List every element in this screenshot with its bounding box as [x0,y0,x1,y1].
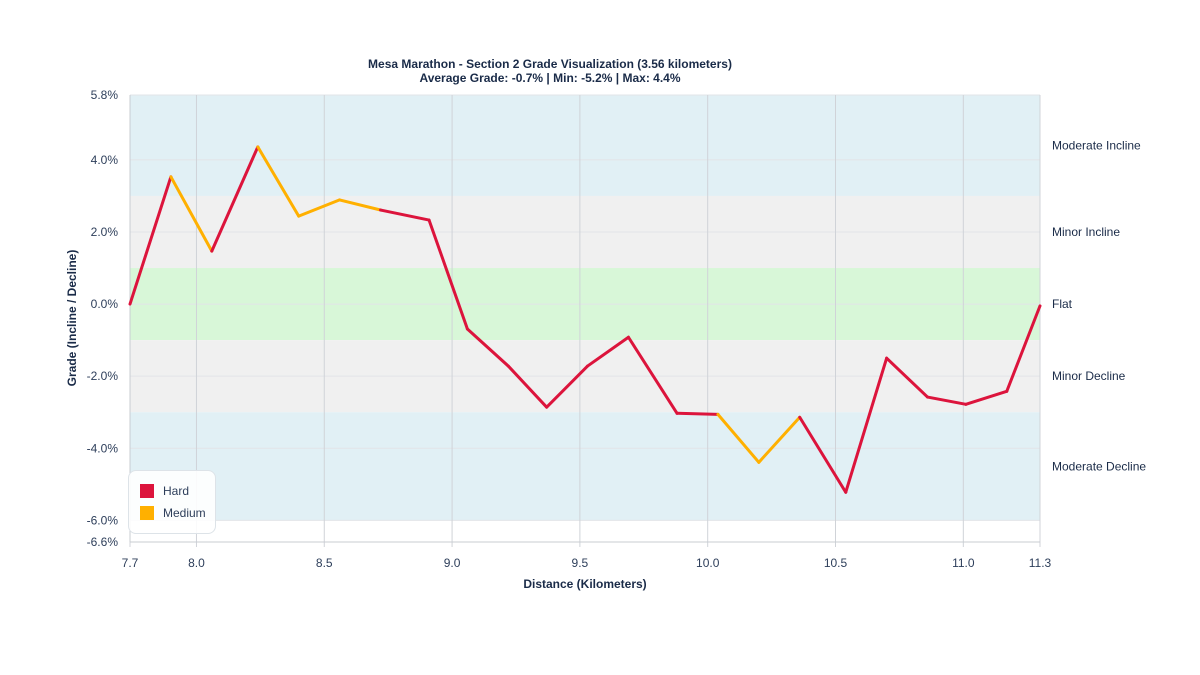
grade-segment-hard [427,218,469,331]
band-label: Moderate Decline [1052,459,1146,473]
grade-segment-hard [545,364,590,409]
x-axis-title: Distance (Kilometers) [523,577,646,591]
grade-segment-hard [210,145,260,253]
x-tick-label: 9.0 [444,556,461,570]
legend-item-medium[interactable]: Medium [140,506,206,520]
grade-segment-hard [465,327,510,368]
y-tick-label: 4.0% [91,153,119,167]
x-tick-label: 8.5 [316,556,333,570]
y-tick-label: -4.0% [87,441,119,455]
grade-segment-medium [757,415,802,464]
x-tick-label: 10.5 [824,556,848,570]
x-tick-label: 7.7 [122,556,139,570]
grade-segment-hard [926,395,968,406]
legend-swatch-medium [140,506,154,520]
grade-segment-hard [885,356,930,399]
grade-segment-hard [798,415,848,494]
legend: Hard Medium [128,470,216,534]
grade-segment-hard [675,411,720,416]
legend-label: Hard [163,484,190,498]
band-label: Minor Decline [1052,369,1126,383]
x-tick-label: 9.5 [572,556,589,570]
legend-swatch-hard [140,484,154,498]
y-tick-label: 5.8% [91,88,119,102]
grade-segment-medium [716,412,761,464]
y-tick-label: -2.0% [87,369,119,383]
band-moderate-decline [130,412,1040,521]
grade-segment-hard [586,335,630,368]
chart-title: Mesa Marathon - Section 2 Grade Visualiz… [368,57,732,71]
y-tick-label: -6.0% [87,513,119,527]
y-axis-title: Grade (Incline / Decline) [65,250,79,387]
y-tick-label: 0.0% [91,297,119,311]
x-tick-label: 8.0 [188,556,205,570]
y-tick-label: -6.6% [87,535,119,549]
x-tick-label: 11.3 [1029,556,1052,570]
legend-item-hard[interactable]: Hard [140,484,189,498]
chart-subtitle: Average Grade: -0.7% | Min: -5.2% | Max:… [419,71,680,85]
band-label: Moderate Incline [1052,138,1141,152]
grade-segment-hard [1005,304,1042,393]
band-moderate-incline [130,95,1040,196]
x-tick-label: 10.0 [696,556,720,570]
x-tick-label: 11.0 [952,556,975,570]
legend-label: Medium [163,506,206,520]
grade-segment-medium [169,175,214,253]
grade-segment-hard [128,175,173,306]
grade-segment-medium [256,145,301,218]
grade-segment-medium [297,198,342,218]
grade-segment-hard [379,208,431,222]
band-label: Minor Incline [1052,225,1120,239]
grade-segment-medium [338,198,383,212]
band-label: Flat [1052,297,1073,311]
grade-segment-hard [626,335,679,415]
grade-segment-hard [964,389,1009,406]
grade-segment-hard [506,364,549,409]
grade-segment-hard [844,356,889,494]
y-tick-label: 2.0% [91,225,119,239]
